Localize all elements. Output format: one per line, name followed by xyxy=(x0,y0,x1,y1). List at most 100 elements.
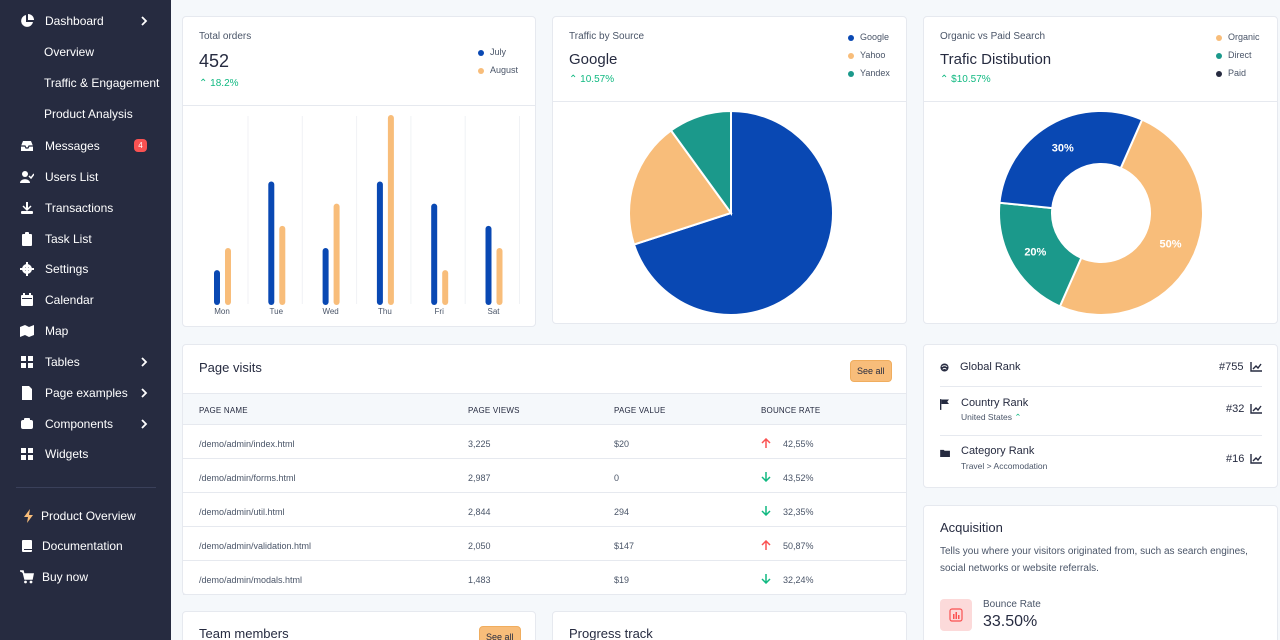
sidebar-item-label: Users List xyxy=(45,170,99,184)
orders-change-value: 18.2% xyxy=(210,78,239,89)
sidebar-sub-traffic[interactable]: Traffic & Engagement xyxy=(44,76,160,90)
legend-dot-august xyxy=(478,67,484,74)
page-name-cell[interactable]: /demo/admin/util.html xyxy=(199,507,285,517)
x-tick-label: Tue xyxy=(270,307,284,316)
ranks-card: Global Rank #755 Country Rank United Sta… xyxy=(923,344,1278,488)
sidebar-item-transactions[interactable]: Transactions xyxy=(0,196,171,220)
page-name-cell[interactable]: /demo/admin/index.html xyxy=(199,439,295,449)
sidebar-item-tables[interactable]: Tables xyxy=(0,350,171,374)
arrow-down-icon xyxy=(761,506,771,516)
gear-icon xyxy=(20,262,34,276)
traffic-source-card: Traffic by Source Google ⌃ 10.57% Google… xyxy=(552,16,907,324)
country-rank-row: Country Rank United States ⌃ #32 xyxy=(940,397,1262,437)
sidebar-item-dashboard[interactable]: Dashboard xyxy=(0,9,171,33)
page-value-cell: $19 xyxy=(614,575,630,585)
orders-bar-chart: Mon Tue Wed Thu Fri Sat xyxy=(214,115,520,316)
see-all-button[interactable]: See all xyxy=(850,360,892,382)
caret-up-icon: ⌃ xyxy=(1014,412,1022,422)
card-title: Total orders xyxy=(199,31,252,42)
page-name-cell[interactable]: /demo/admin/forms.html xyxy=(199,473,296,483)
chevron-right-icon xyxy=(141,16,148,26)
page-views-cell: 2,050 xyxy=(468,541,491,551)
table-row: /demo/admin/validation.html 2,050 $147 50,8… xyxy=(183,527,906,561)
sidebar-item-messages[interactable]: Messages 4 xyxy=(0,134,171,158)
sidebar-item-map[interactable]: Map xyxy=(0,319,171,343)
slice-yandex xyxy=(669,109,732,217)
page-name-cell[interactable]: /demo/admin/modals.html xyxy=(199,575,303,585)
sidebar-item-label: Calendar xyxy=(45,293,94,307)
chart-line-icon xyxy=(1250,404,1262,414)
traffic-value: Google xyxy=(569,51,618,68)
grid-icon xyxy=(21,448,33,460)
globe-icon xyxy=(940,363,949,372)
sidebar-item-label: Tables xyxy=(45,355,80,369)
country-rank-sub-text: United States xyxy=(961,412,1013,422)
sidebar-item-widgets[interactable]: Widgets xyxy=(0,442,171,466)
category-rank-row: Category Rank Travel > Accomodation #16 xyxy=(940,445,1262,475)
caret-up-icon: ⌃ xyxy=(199,78,208,89)
chevron-right-icon xyxy=(141,357,148,367)
page-views-cell: 2,844 xyxy=(468,507,491,517)
legend-label-direct: Direct xyxy=(1228,50,1252,60)
arrow-up-icon xyxy=(761,540,771,550)
see-all-button[interactable]: See all xyxy=(479,626,521,640)
sidebar-item-label: Messages xyxy=(45,139,100,153)
metric-value: 33.50% xyxy=(983,613,1038,630)
calendar-icon xyxy=(21,293,33,306)
global-rank-value: #755 xyxy=(1219,361,1244,373)
traffic-legend: Google Yahoo Yandex xyxy=(848,28,890,82)
sidebar-sub-product-analysis[interactable]: Product Analysis xyxy=(44,107,133,121)
bounce-rate-cell: 50,87% xyxy=(783,541,814,551)
sidebar-item-documentation[interactable]: Documentation xyxy=(0,534,171,558)
sidebar-sub-overview[interactable]: Overview xyxy=(44,45,95,59)
arrow-down-icon xyxy=(761,574,771,584)
page-value-cell: $147 xyxy=(614,541,635,551)
legend-dot-paid xyxy=(1216,70,1222,77)
sidebar-item-product-overview[interactable]: Product Overview xyxy=(0,504,171,528)
x-tick-label: Mon xyxy=(214,307,230,316)
team-members-card: Team members See all xyxy=(182,611,536,640)
total-orders-card: Total orders 452 ⌃ 18.2% July August Mon… xyxy=(182,16,536,327)
sidebar-item-buy-now[interactable]: Buy now xyxy=(0,565,171,589)
sidebar-item-components[interactable]: Components xyxy=(0,412,171,436)
inbox-icon xyxy=(21,141,33,151)
table-row: /demo/admin/index.html 3,225 $20 42,55% xyxy=(183,425,906,459)
sidebar-item-page-examples[interactable]: Page examples xyxy=(0,381,171,405)
metric-label: Bounce Rate xyxy=(983,599,1041,610)
sidebar-item-settings[interactable]: Settings xyxy=(0,257,171,281)
pie-chart-icon xyxy=(21,14,34,27)
map-icon xyxy=(20,325,34,337)
table-row: /demo/admin/util.html 2,844 294 32,35% xyxy=(183,493,906,527)
organic-value: Trafic Distibution xyxy=(940,51,1052,68)
column-header: PAGE VALUE xyxy=(614,406,666,415)
slice-google xyxy=(632,109,834,316)
page-name-cell[interactable]: /demo/admin/validation.html xyxy=(199,541,312,551)
category-rank-sub: Travel > Accomodation xyxy=(961,461,1048,471)
sidebar-item-users-list[interactable]: Users List xyxy=(0,165,171,189)
bolt-icon xyxy=(24,509,33,523)
sidebar-item-label: Transactions xyxy=(45,201,114,215)
card-title: Page visits xyxy=(199,360,262,375)
slice-paid xyxy=(998,110,1144,210)
sidebar-item-label: Product Overview xyxy=(41,509,136,523)
country-rank-value: #32 xyxy=(1226,403,1245,415)
column-header: PAGE VIEWS xyxy=(468,406,520,415)
page-visits-card: Page visits See all PAGE NAME PAGE VIEWS… xyxy=(182,344,907,595)
sidebar-item-calendar[interactable]: Calendar xyxy=(0,288,171,312)
page-views-cell: 1,483 xyxy=(468,575,491,585)
bounce-rate-cell: 32,24% xyxy=(783,575,814,585)
sidebar-item-label: Widgets xyxy=(45,447,89,461)
orders-legend: July August xyxy=(478,43,518,79)
bounce-rate-cell: 43,52% xyxy=(783,473,814,483)
card-title: Progress track xyxy=(569,626,653,640)
country-rank-sub: United States ⌃ xyxy=(961,412,1022,423)
x-tick-label: Wed xyxy=(322,307,338,316)
sidebar-item-label: Documentation xyxy=(42,539,123,553)
sidebar-item-label: Dashboard xyxy=(45,14,104,28)
organic-legend: Organic Direct Paid xyxy=(1216,28,1260,82)
bounce-rate-cell: 42,55% xyxy=(783,439,814,449)
traffic-pie-chart xyxy=(628,109,834,316)
sidebar-item-task-list[interactable]: Task List xyxy=(0,227,171,251)
table-row: /demo/admin/forms.html 2,987 0 43,52% xyxy=(183,459,906,493)
legend-dot-google xyxy=(848,34,854,41)
